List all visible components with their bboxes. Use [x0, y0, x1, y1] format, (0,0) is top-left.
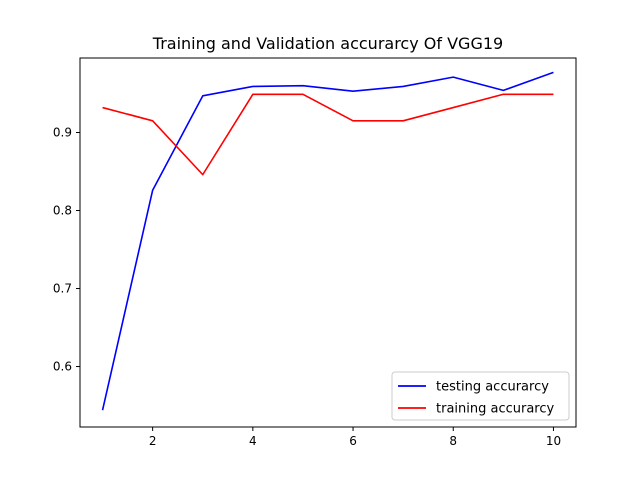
chart-title: Training and Validation accurarcy Of VGG…	[152, 34, 503, 53]
x-tick-label: 2	[149, 434, 157, 448]
x-tick-label: 4	[249, 434, 257, 448]
legend-label-1: testing accurarcy	[436, 380, 549, 395]
plot-area	[79, 57, 577, 428]
x-tick-label: 10	[546, 434, 561, 448]
series-line-2	[102, 93, 554, 176]
y-tick-label: 0.9	[53, 126, 72, 140]
series-group	[101, 71, 554, 411]
legend-label-2: training accurarcy	[436, 402, 555, 417]
x-tick-label: 8	[449, 434, 457, 448]
series-line-1	[101, 71, 554, 411]
legend: testing accurarcy training accurarcy	[391, 371, 570, 421]
y-tick-label: 0.7	[53, 282, 72, 296]
plot-frame	[79, 57, 577, 428]
x-tick-label: 6	[349, 434, 357, 448]
axes-group: 2 4 6 8 10 0.6 0.7 0.8 0.9	[53, 126, 561, 448]
legend-box	[391, 371, 570, 421]
y-tick-label: 0.8	[53, 204, 72, 218]
y-tick-label: 0.6	[53, 360, 72, 374]
